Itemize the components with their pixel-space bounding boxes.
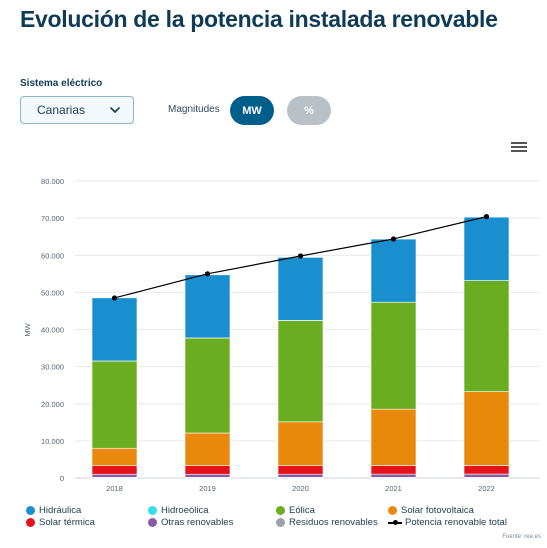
bar-segment — [91, 473, 138, 478]
x-tick-label: 2021 — [385, 484, 402, 493]
legend-marker — [148, 506, 157, 515]
system-select-value: Canarias — [37, 103, 86, 117]
bar-segment — [370, 465, 417, 475]
bar-segment — [184, 465, 231, 475]
bar-segment — [370, 301, 417, 410]
x-tick-label: 2019 — [199, 484, 216, 493]
y-tick-label: 30.000 — [41, 363, 64, 372]
legend-marker — [26, 506, 35, 515]
legend-label: Otras renovables — [161, 517, 234, 528]
y-tick-label: 70.000 — [41, 214, 64, 223]
bar-segment — [91, 447, 138, 466]
legend-label: Potencia renovable total — [405, 517, 507, 528]
bar-segment — [277, 465, 324, 475]
bar-segment — [463, 391, 510, 466]
y-tick-label: 50.000 — [41, 288, 64, 297]
bar-segment — [91, 465, 138, 475]
total-point — [390, 236, 397, 242]
legend-item-residuos-renovables[interactable]: Residuos renovables — [276, 517, 378, 528]
percent-toggle-button[interactable]: % — [287, 96, 331, 125]
bar-segment — [91, 297, 138, 362]
x-tick-label: 2022 — [478, 484, 495, 493]
bar-segment — [184, 432, 231, 466]
bar-segment — [370, 408, 417, 466]
total-point — [111, 295, 118, 301]
legend-label: Residuos renovables — [289, 517, 378, 528]
y-axis-label: MW — [23, 322, 32, 336]
mw-toggle-button[interactable]: MW — [230, 96, 274, 125]
y-tick-label: 80.000 — [41, 177, 64, 186]
bar-segment — [463, 280, 510, 392]
bar-segment — [184, 473, 231, 478]
total-point — [204, 271, 211, 277]
bar-segment — [463, 473, 510, 478]
bar-segment — [277, 473, 324, 478]
bar-segment — [463, 216, 510, 281]
system-select[interactable]: Canarias — [20, 96, 134, 124]
total-point — [483, 214, 490, 220]
legend-label: Hidráulica — [39, 505, 82, 516]
chevron-down-icon — [110, 107, 120, 113]
bar-segment — [370, 473, 417, 478]
legend-item-hidraulica[interactable]: Hidráulica — [26, 505, 81, 516]
bar-segment — [91, 360, 138, 449]
legend-item-solar-fotovoltaica[interactable]: Solar fotovoltaica — [388, 505, 474, 516]
source-note: Fuente: ree.es — [502, 534, 541, 540]
legend-marker — [148, 518, 157, 527]
legend-label: Eólica — [289, 505, 315, 516]
legend-item-potencia-total[interactable]: Potencia renovable total — [388, 517, 507, 528]
y-tick-label: 20.000 — [41, 400, 64, 409]
system-label: Sistema eléctrico — [20, 78, 103, 89]
legend-marker — [388, 506, 397, 515]
legend-marker — [388, 518, 402, 527]
bar-segment — [463, 465, 510, 475]
x-tick-label: 2020 — [292, 484, 309, 493]
page-title: Evolución de la potencia instalada renov… — [20, 6, 498, 32]
legend-item-otras-renovables[interactable]: Otras renovables — [148, 517, 233, 528]
bar-segment — [277, 257, 324, 321]
legend-label: Hidroeólica — [161, 505, 209, 516]
y-tick-label: 0 — [60, 474, 64, 483]
legend-label: Solar térmica — [39, 517, 95, 528]
magnitudes-label: Magnitudes — [168, 104, 220, 115]
legend-item-hidroeolica[interactable]: Hidroeólica — [148, 505, 209, 516]
legend-marker — [276, 506, 285, 515]
legend-marker — [276, 518, 285, 527]
bar-segment — [277, 320, 324, 423]
hamburger-menu-icon[interactable] — [511, 142, 527, 156]
bar-segment — [184, 337, 231, 434]
bar-segment — [277, 421, 324, 466]
total-point — [297, 253, 304, 259]
legend-marker — [26, 518, 35, 527]
x-tick-label: 2018 — [106, 484, 123, 493]
legend-item-solar-termica[interactable]: Solar térmica — [26, 517, 95, 528]
y-tick-label: 40.000 — [41, 326, 64, 335]
bar-segment — [370, 238, 417, 303]
legend-label: Solar fotovoltaica — [401, 505, 474, 516]
legend-item-eolica[interactable]: Eólica — [276, 505, 315, 516]
y-tick-label: 60.000 — [41, 251, 64, 260]
y-tick-label: 10.000 — [41, 437, 64, 446]
bar-segment — [184, 274, 231, 339]
